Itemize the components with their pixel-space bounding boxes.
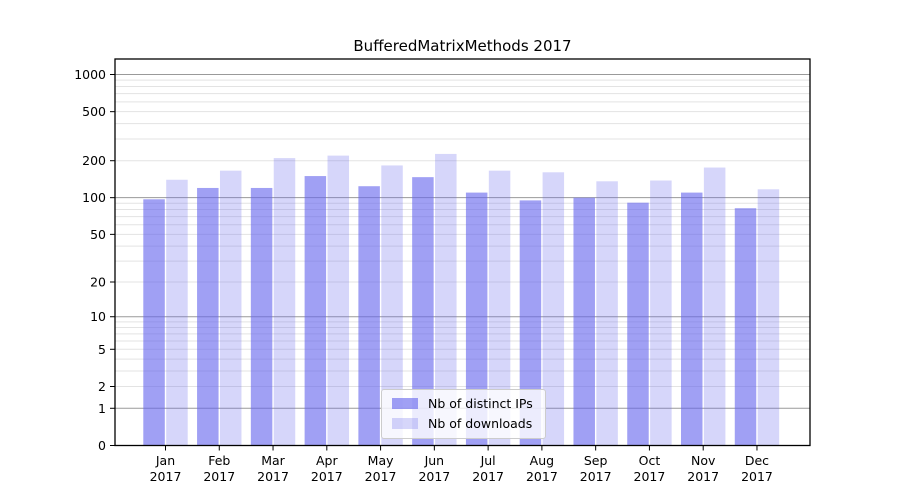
bar-downloads — [703, 167, 726, 446]
x-tick-label-month: Dec — [745, 453, 769, 468]
x-tick-label-year: 2017 — [257, 469, 289, 484]
plot-border — [114, 58, 811, 447]
bar-downloads — [596, 181, 618, 446]
y-tick-label: 500 — [82, 104, 106, 119]
x-tick-label-year: 2017 — [203, 469, 235, 484]
y-tick-label: 10 — [90, 309, 106, 324]
legend-label-distinct-ips: Nb of distinct IPs — [428, 396, 533, 411]
x-tick-label-month: Jul — [480, 453, 496, 468]
x-tick-label-year: 2017 — [741, 469, 773, 484]
y-tick-label: 1 — [98, 401, 106, 416]
bar-downloads — [488, 170, 511, 446]
x-tick-label-month: Sep — [584, 453, 608, 468]
bar-distinct-ips — [197, 187, 219, 446]
x-tick-label-month: Oct — [639, 453, 661, 468]
y-tick-label: 1000 — [74, 67, 106, 82]
bar-distinct-ips — [304, 176, 327, 446]
chart-title: BufferedMatrixMethods 2017 — [353, 37, 572, 55]
x-tick-label-year: 2017 — [687, 469, 719, 484]
x-tick-label-month: Nov — [691, 453, 716, 468]
bar-downloads — [327, 155, 350, 446]
bar-downloads — [650, 180, 672, 446]
legend-swatch-distinct-ips — [392, 398, 418, 409]
y-tick-label: 200 — [82, 153, 106, 168]
x-tick-label-month: Feb — [208, 453, 230, 468]
bar-distinct-ips — [250, 187, 273, 446]
bar-distinct-ips — [734, 208, 757, 446]
legend-label-downloads: Nb of downloads — [428, 416, 533, 431]
legend: Nb of distinct IPs Nb of downloads — [381, 389, 546, 439]
bar-downloads — [219, 170, 242, 446]
x-tick-label-year: 2017 — [311, 469, 343, 484]
x-tick-label-year: 2017 — [526, 469, 558, 484]
y-tick-label: 20 — [90, 275, 106, 290]
bar-distinct-ips — [519, 200, 542, 446]
x-tick-label-month: Apr — [316, 453, 338, 468]
bar-distinct-ips — [681, 192, 703, 446]
x-tick-label-year: 2017 — [634, 469, 666, 484]
y-tick-label: 5 — [98, 342, 106, 357]
y-tick-label: 2 — [98, 379, 106, 394]
x-tick-label-month: Jun — [424, 453, 445, 468]
bar-distinct-ips — [573, 197, 595, 446]
x-tick-label-year: 2017 — [580, 469, 612, 484]
x-tick-label-month: Aug — [530, 453, 554, 468]
x-tick-label-month: May — [368, 453, 394, 468]
bar-downloads — [542, 172, 565, 446]
x-tick-label-year: 2017 — [472, 469, 504, 484]
y-tick-label: 50 — [90, 227, 106, 242]
x-tick-label-month: Jan — [155, 453, 175, 468]
bar-distinct-ips — [143, 199, 165, 446]
x-tick-label-year: 2017 — [418, 469, 450, 484]
bar-distinct-ips — [412, 177, 434, 446]
bar-distinct-ips — [627, 202, 649, 446]
bar-distinct-ips — [358, 186, 380, 446]
y-tick-label: 0 — [98, 438, 106, 453]
legend-item-distinct-ips: Nb of distinct IPs — [392, 396, 533, 411]
x-tick-label-year: 2017 — [150, 469, 182, 484]
x-tick-label-year: 2017 — [365, 469, 397, 484]
legend-item-downloads: Nb of downloads — [392, 416, 533, 431]
x-tick-label-month: Mar — [261, 453, 285, 468]
bar-downloads — [166, 179, 188, 446]
bar-downloads — [757, 189, 780, 446]
bar-downloads — [273, 158, 296, 446]
bar-downloads — [435, 153, 457, 446]
legend-swatch-downloads — [392, 418, 418, 429]
bar-downloads — [381, 165, 403, 446]
y-tick-label: 100 — [82, 190, 106, 205]
bar-distinct-ips — [465, 192, 488, 446]
